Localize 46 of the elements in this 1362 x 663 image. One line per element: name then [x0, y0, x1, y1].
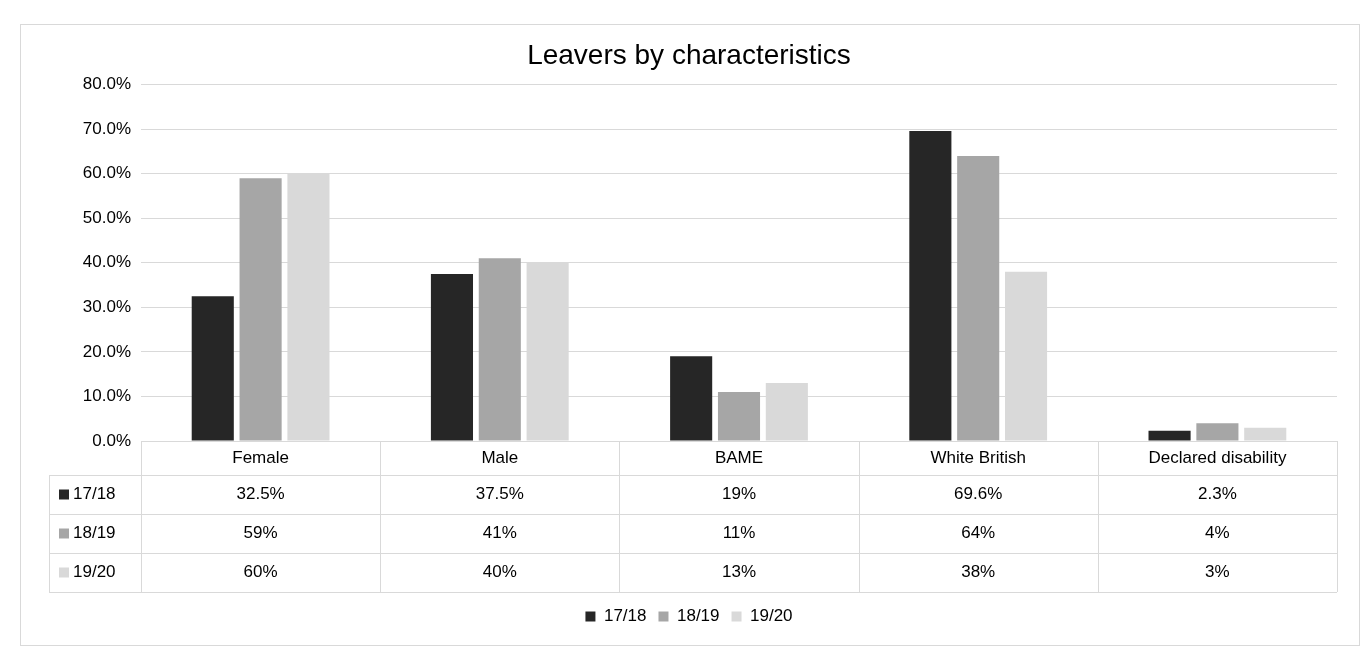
data-label: 4%	[1205, 523, 1230, 543]
data-label: 41%	[482, 523, 517, 543]
x-tick-label: Declared disability	[1148, 447, 1287, 467]
data-label: 32.5%	[236, 484, 285, 504]
legend-label: 19/20	[750, 606, 793, 626]
x-tick-label: BAME	[714, 447, 764, 467]
y-tick-label: 60.0%	[82, 163, 131, 183]
y-tick-label: 10.0%	[82, 386, 131, 406]
chart-title: Leavers by characteristics	[527, 38, 851, 70]
data-label: 59%	[243, 523, 278, 543]
bar	[1196, 423, 1239, 441]
bar	[670, 356, 713, 441]
x-tick-label: Female	[232, 447, 289, 467]
legend-label: 18/19	[73, 523, 116, 543]
data-label: 37.5%	[475, 484, 524, 504]
data-label: 40%	[482, 562, 517, 582]
bar	[909, 130, 952, 441]
data-label: 38%	[961, 562, 996, 582]
data-label: 3%	[1205, 562, 1230, 582]
data-label: 19%	[721, 484, 757, 504]
data-label: 13%	[721, 562, 757, 582]
bar	[478, 258, 521, 441]
bar	[1148, 430, 1191, 441]
data-label: 60%	[243, 562, 278, 582]
data-label: 11%	[722, 523, 756, 543]
y-tick-label: 0.0%	[92, 430, 131, 450]
x-tick-label: Male	[481, 447, 519, 467]
x-tick-label: White British	[930, 447, 1026, 467]
bar	[957, 155, 1000, 441]
data-label: 64%	[961, 523, 996, 543]
y-tick-label: 50.0%	[82, 207, 131, 227]
y-tick-label: 40.0%	[82, 252, 131, 272]
text: 17/18	[603, 606, 647, 626]
bar	[717, 392, 761, 441]
text: 19/20	[73, 562, 116, 582]
y-tick-label: 70.0%	[82, 118, 131, 138]
data-label: 69.6%	[954, 484, 1003, 504]
bar	[239, 178, 282, 441]
bar	[430, 273, 474, 441]
bar	[191, 296, 234, 441]
data-label: 2.3%	[1198, 484, 1237, 504]
text: 18/19	[676, 606, 720, 626]
y-tick-label: 80.0%	[82, 74, 131, 94]
y-tick-label: 20.0%	[82, 341, 131, 361]
legend-label: 17/18	[73, 484, 116, 504]
y-tick-label: 30.0%	[82, 297, 131, 317]
